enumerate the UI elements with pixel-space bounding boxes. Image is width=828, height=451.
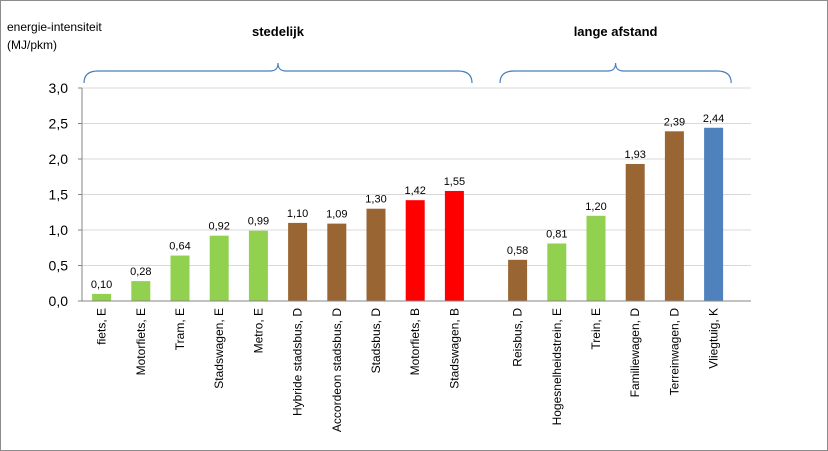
- data-label: 0,92: [208, 221, 229, 233]
- data-label: 2,39: [664, 116, 685, 128]
- category-label: fiets, E: [95, 308, 109, 345]
- data-label: 1,20: [585, 201, 606, 213]
- category-label: Terreinwagen, D: [667, 308, 681, 396]
- bar-group: stedelijk 0,10 fiets, E 0,28 Motorfiets, E 0,…: [83, 24, 473, 432]
- data-label: 0,81: [546, 228, 567, 240]
- y-axis-ticks: 0,0 0,5 1,0 1,5 2,0 2,5 3,0: [49, 80, 82, 309]
- data-label: 0,10: [91, 279, 112, 291]
- category-label: Stadswagen, B: [447, 308, 461, 389]
- data-label: 1,10: [287, 208, 308, 220]
- bar: [508, 259, 528, 301]
- group-brace: [499, 62, 732, 84]
- data-label: 1,30: [365, 194, 386, 206]
- bar: [547, 243, 567, 301]
- bar: [327, 223, 347, 301]
- category-label: Hybride stadsbus, D: [291, 308, 305, 416]
- data-label: 0,58: [507, 245, 528, 257]
- category-label: Stadswagen, E: [212, 308, 226, 389]
- group-brace: [83, 62, 473, 84]
- category-label: Motorfiets, E: [134, 308, 148, 375]
- bar: [170, 255, 190, 301]
- data-label: 1,42: [404, 185, 425, 197]
- y-axis-label-line1: energie-intensiteit: [7, 20, 102, 34]
- bar: [586, 215, 606, 301]
- y-tick-label: 1,0: [49, 222, 69, 238]
- bar: [664, 131, 684, 301]
- y-axis-label-line2: (MJ/pkm): [7, 38, 57, 52]
- data-label: 1,09: [326, 209, 347, 221]
- y-tick-label: 0,0: [49, 293, 69, 309]
- y-tick-label: 1,5: [49, 187, 69, 203]
- y-tick-label: 0,5: [49, 258, 69, 274]
- data-label: 2,44: [703, 113, 724, 125]
- data-label: 0,64: [169, 241, 190, 253]
- data-label: 1,55: [444, 176, 465, 188]
- bar: [625, 163, 645, 301]
- category-label: Motorfiets, B: [408, 308, 422, 375]
- category-label: Reisbus, D: [511, 308, 525, 367]
- bar: [288, 222, 308, 301]
- group-title: stedelijk: [252, 24, 305, 39]
- bar: [444, 190, 464, 301]
- bar: [131, 281, 151, 301]
- category-label: Tram, E: [173, 308, 187, 350]
- category-label: Familiewagen, D: [628, 308, 642, 398]
- bar: [92, 293, 112, 301]
- y-tick-label: 2,5: [49, 116, 69, 132]
- category-label: Vliegtuig, K: [707, 308, 721, 369]
- category-label: Metro, E: [251, 308, 265, 353]
- bar: [704, 127, 724, 301]
- bar-group: lange afstand 0,58 Reisbus, D 0,81 Hogesnelh…: [499, 24, 732, 425]
- category-label: Accordeon stadsbus, D: [330, 308, 344, 432]
- y-tick-label: 2,0: [49, 151, 69, 167]
- group-title: lange afstand: [574, 24, 658, 39]
- y-tick-label: 3,0: [49, 80, 69, 96]
- bar: [405, 200, 425, 301]
- data-label: 0,28: [130, 266, 151, 278]
- bar: [248, 230, 268, 301]
- bar: [209, 235, 229, 301]
- category-label: Hogesnelheidstrein, E: [550, 308, 564, 425]
- data-label: 1,93: [624, 149, 645, 161]
- bar: [366, 208, 386, 301]
- category-label: Trein, E: [589, 308, 603, 350]
- bar-groups: stedelijk 0,10 fiets, E 0,28 Motorfiets, E 0,…: [83, 24, 732, 432]
- data-label: 0,99: [248, 216, 269, 228]
- category-label: Stadsbus, D: [369, 308, 383, 374]
